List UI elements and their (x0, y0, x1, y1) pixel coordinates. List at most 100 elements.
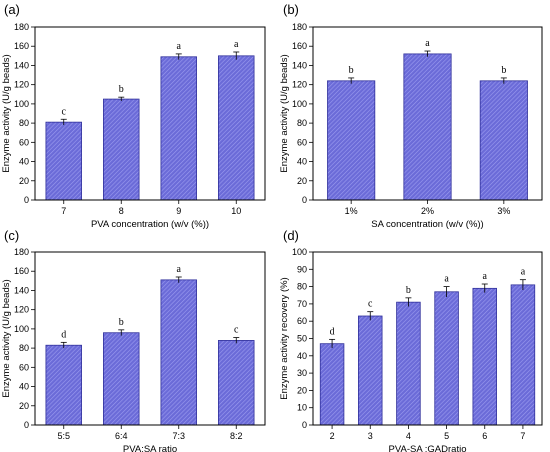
y-tick-label: 90 (297, 264, 307, 274)
y-tick-label: 80 (19, 343, 29, 353)
y-tick-label: 50 (297, 334, 307, 344)
bar (358, 315, 383, 426)
x-tick-label: 3% (497, 206, 510, 216)
y-tick-label: 100 (14, 324, 29, 334)
bar (45, 344, 82, 426)
x-axis-title: PVA-SA :GADratio (389, 444, 467, 452)
significance-label: c (368, 299, 373, 310)
bar (160, 56, 197, 201)
y-tick-label: 40 (297, 351, 307, 361)
y-tick-label: 180 (292, 22, 307, 32)
chart-panel: (c) d 5:5 b 6:4 a 7:3 c 8:2 0 20 40 60 80 100 120 140 160… (1, 228, 266, 452)
significance-label: c (234, 325, 239, 336)
y-tick-label: 0 (24, 195, 29, 205)
y-tick-label: 120 (292, 80, 307, 90)
x-tick-label: 7 (520, 431, 525, 441)
y-tick-label: 80 (297, 118, 307, 128)
x-axis-title: PVA:SA ratio (123, 444, 177, 452)
x-tick-label: 1% (345, 206, 358, 216)
y-tick-label: 140 (14, 60, 29, 70)
y-tick-label: 160 (14, 266, 29, 276)
bar (327, 80, 376, 201)
y-tick-label: 60 (19, 362, 29, 372)
chart-panel: (a)c7b8a9a10020406080100120140160180PVA … (1, 2, 266, 230)
significance-label: a (425, 38, 430, 49)
y-axis-title: Enzyme activity recovery (%) (279, 277, 290, 399)
x-tick-label: 2 (330, 431, 335, 441)
y-tick-label: 70 (297, 299, 307, 309)
bar (160, 279, 197, 426)
significance-label: c (62, 106, 67, 117)
bar (103, 98, 140, 201)
y-axis-title: Enzyme activity (U/g beads) (1, 54, 12, 172)
x-tick-label: 6:4 (115, 431, 128, 441)
y-tick-label: 120 (14, 305, 29, 315)
y-tick-label: 20 (19, 401, 29, 411)
y-axis-title: Enzyme activity (U/g beads) (279, 54, 290, 172)
x-tick-label: 8 (119, 206, 124, 216)
significance-label: b (501, 65, 506, 76)
y-tick-label: 140 (14, 285, 29, 295)
panel-label: (c) (4, 228, 19, 243)
y-tick-label: 100 (14, 99, 29, 109)
significance-label: b (349, 65, 354, 76)
significance-label: a (177, 264, 182, 275)
significance-label: b (119, 84, 124, 95)
x-tick-label: 8:2 (230, 431, 243, 441)
significance-label: a (444, 274, 449, 285)
bar (472, 287, 497, 426)
x-tick-label: 6 (482, 431, 487, 441)
bar (218, 55, 255, 201)
plot-frame (312, 251, 543, 426)
x-tick-label: 10 (231, 206, 241, 216)
y-tick-label: 0 (24, 420, 29, 430)
y-tick-label: 20 (297, 176, 307, 186)
x-tick-label: 9 (176, 206, 181, 216)
bar (45, 121, 82, 201)
y-tick-label: 10 (297, 403, 307, 413)
x-tick-label: 7 (61, 206, 66, 216)
y-tick-label: 0 (302, 195, 307, 205)
bar (403, 53, 452, 201)
y-tick-label: 40 (19, 382, 29, 392)
significance-label: a (483, 271, 488, 282)
y-axis-title: Enzyme activity (U/g beads) (1, 279, 12, 397)
y-tick-label: 20 (19, 176, 29, 186)
x-tick-label: 5:5 (57, 431, 70, 441)
panel-label: (b) (283, 2, 299, 17)
y-tick-label: 60 (19, 137, 29, 147)
significance-label: b (406, 285, 411, 296)
plot-frame (34, 26, 266, 201)
plot-frame (34, 251, 266, 426)
significance-label: a (521, 267, 526, 278)
significance-label: b (119, 317, 124, 328)
y-tick-label: 120 (14, 80, 29, 90)
x-tick-label: 3 (368, 431, 373, 441)
x-axis-title: SA concentration (w/v (%)) (371, 219, 483, 230)
panel-label: (a) (4, 2, 20, 17)
x-tick-label: 5 (444, 431, 449, 441)
plot-frame (312, 26, 543, 201)
significance-label: d (61, 329, 66, 340)
x-tick-label: 4 (406, 431, 411, 441)
bar (319, 343, 345, 426)
bar (103, 332, 140, 426)
y-tick-label: 20 (297, 385, 307, 395)
significance-label: d (330, 326, 335, 337)
x-tick-label: 2% (421, 206, 434, 216)
y-tick-label: 40 (19, 157, 29, 167)
significance-label: a (177, 41, 182, 52)
y-tick-label: 60 (297, 137, 307, 147)
chart-panel: (d)d2c3b4a5a6a70102030405060708090100PVA… (279, 228, 543, 452)
bar (396, 301, 421, 426)
y-tick-label: 60 (297, 316, 307, 326)
bar (218, 340, 255, 426)
y-tick-label: 160 (292, 41, 307, 51)
chart-panel: (b) b 1% a 2% b 3% 0 20 40 60 80 100 120 140 160 180 SA c… (279, 2, 543, 230)
y-tick-label: 30 (297, 368, 307, 378)
y-tick-label: 40 (297, 157, 307, 167)
y-tick-label: 100 (292, 247, 307, 257)
bar (510, 284, 536, 426)
y-tick-label: 140 (292, 60, 307, 70)
